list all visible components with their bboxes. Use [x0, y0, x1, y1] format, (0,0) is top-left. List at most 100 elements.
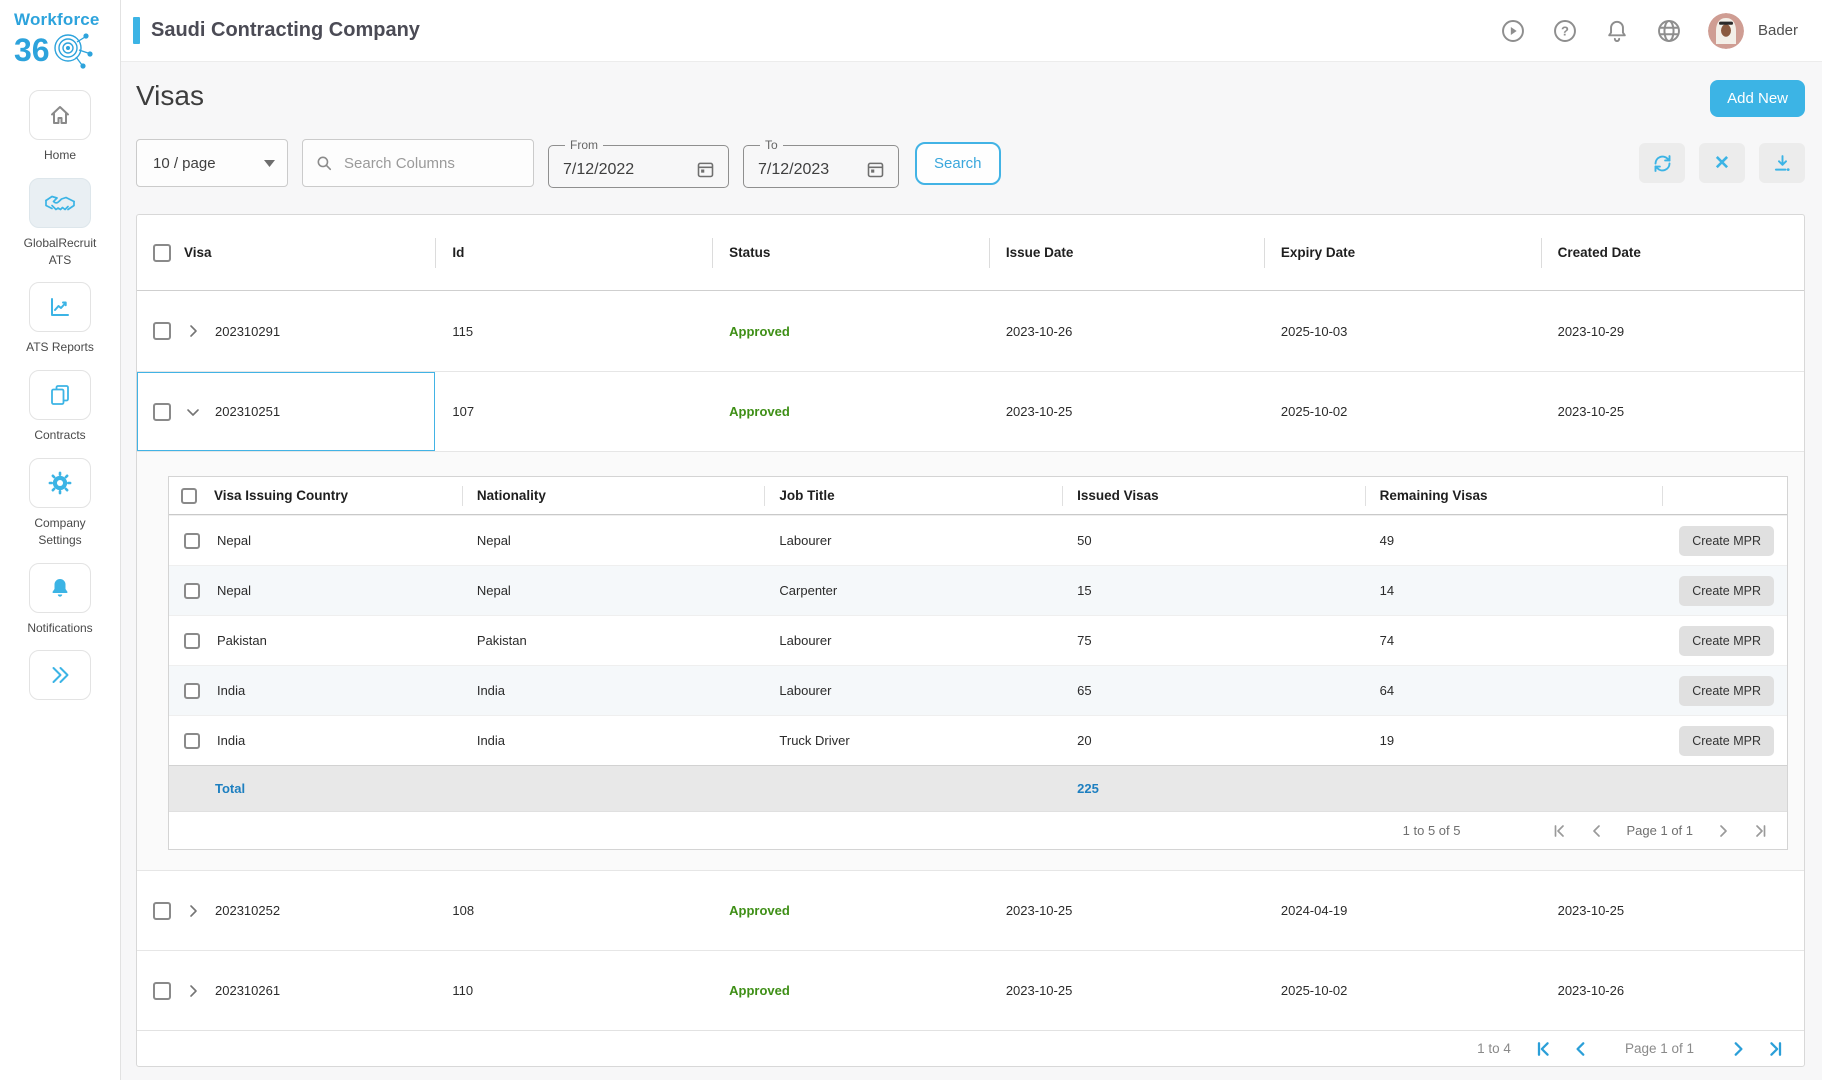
chevron-right-icon[interactable] — [184, 902, 202, 920]
visa-id: 107 — [435, 372, 712, 451]
first-page-icon[interactable] — [1535, 1041, 1551, 1057]
create-mpr-button[interactable]: Create MPR — [1679, 726, 1774, 756]
calendar-icon[interactable] — [865, 159, 886, 180]
subrow-checkbox[interactable] — [184, 633, 200, 649]
expiry-date: 2025-10-02 — [1264, 951, 1541, 1030]
table-row: 202310291 115 Approved 2023-10-26 2025-1… — [137, 291, 1804, 371]
row-checkbox[interactable] — [153, 403, 171, 421]
app-root: Workforce 36 — [0, 0, 1822, 1080]
created-date: 2023-10-29 — [1541, 291, 1804, 371]
subtable-row: Pakistan Pakistan Labourer 75 74 Create … — [169, 615, 1787, 665]
status-badge: Approved — [729, 404, 790, 419]
col-id: Id — [435, 215, 712, 290]
visa-number: 202310252 — [215, 903, 280, 918]
job-title: Carpenter — [764, 583, 1062, 598]
subrow-checkbox[interactable] — [184, 733, 200, 749]
documents-icon — [48, 383, 72, 407]
created-date: 2023-10-25 — [1541, 871, 1804, 950]
date-to-label: To — [760, 138, 783, 152]
calendar-icon[interactable] — [695, 159, 716, 180]
play-circle-icon[interactable] — [1500, 18, 1526, 44]
issuing-country: Nepal — [217, 533, 251, 548]
create-mpr-button[interactable]: Create MPR — [1679, 526, 1774, 556]
workforce360-logo[interactable]: Workforce 36 — [0, 0, 120, 76]
col-remaining-visas: Remaining Visas — [1365, 477, 1663, 514]
visa-details-subtable: Visa Issuing Country Nationality Job Tit… — [168, 476, 1788, 850]
date-to-value[interactable]: 7/12/2023 — [758, 161, 829, 179]
sidebar-item-home[interactable]: Home — [17, 90, 103, 164]
first-page-icon[interactable] — [1551, 823, 1567, 839]
select-all-checkbox[interactable] — [153, 244, 171, 262]
date-to-field[interactable]: To 7/12/2023 — [743, 138, 899, 188]
chevron-right-icon[interactable] — [184, 982, 202, 1000]
subtable-select-all-checkbox[interactable] — [181, 488, 197, 504]
row-checkbox[interactable] — [153, 322, 171, 340]
date-from-label: From — [565, 138, 603, 152]
prev-page-icon[interactable] — [1589, 823, 1605, 839]
clear-filters-button[interactable]: ✕ — [1699, 143, 1745, 183]
issued-visas: 20 — [1062, 733, 1365, 748]
issued-visas: 15 — [1062, 583, 1365, 598]
refresh-button[interactable] — [1639, 143, 1685, 183]
table-header-row: Visa Id Status Issue Date Expiry Date Cr… — [137, 215, 1804, 291]
sidebar-item-notifications[interactable]: Notifications — [17, 563, 103, 637]
sidebar: Workforce 36 — [0, 0, 121, 1080]
last-page-icon[interactable] — [1768, 1041, 1784, 1057]
subrow-checkbox[interactable] — [184, 533, 200, 549]
sidebar-item-globalrecruit-ats[interactable]: GlobalRecruit ATS — [17, 178, 103, 269]
create-mpr-button[interactable]: Create MPR — [1679, 676, 1774, 706]
col-job-title: Job Title — [764, 477, 1062, 514]
visa-number: 202310291 — [215, 324, 280, 339]
home-icon — [48, 103, 72, 127]
issued-visas: 50 — [1062, 533, 1365, 548]
status-badge: Approved — [729, 324, 790, 339]
page-size-select[interactable]: 10 / page — [136, 139, 288, 187]
sidebar-item-ats-reports[interactable]: ATS Reports — [17, 282, 103, 356]
help-icon[interactable]: ? — [1552, 18, 1578, 44]
expiry-date: 2024-04-19 — [1264, 871, 1541, 950]
add-new-button[interactable]: Add New — [1710, 80, 1805, 117]
sidebar-item-contracts[interactable]: Contracts — [17, 370, 103, 444]
user-avatar[interactable] — [1708, 13, 1744, 49]
row-checkbox[interactable] — [153, 982, 171, 1000]
download-icon — [1772, 153, 1793, 174]
create-mpr-button[interactable]: Create MPR — [1679, 576, 1774, 606]
chevron-down-icon[interactable] — [184, 403, 202, 421]
col-actions — [1662, 477, 1787, 514]
sidebar-item-company-settings[interactable]: Company Settings — [17, 458, 103, 549]
col-visa: Visa — [184, 245, 212, 260]
svg-text:?: ? — [1561, 23, 1569, 38]
subtable-row: Nepal Nepal Labourer 50 49 Create MPR — [169, 515, 1787, 565]
create-mpr-button[interactable]: Create MPR — [1679, 626, 1774, 656]
company-name: Saudi Contracting Company — [151, 19, 420, 42]
visa-id: 115 — [435, 291, 712, 371]
search-columns-box — [302, 139, 534, 187]
remaining-visas: 49 — [1365, 533, 1663, 548]
chevron-right-icon[interactable] — [184, 322, 202, 340]
subrow-checkbox[interactable] — [184, 683, 200, 699]
download-button[interactable] — [1759, 143, 1805, 183]
last-page-icon[interactable] — [1753, 823, 1769, 839]
notifications-bell-icon[interactable] — [1604, 18, 1630, 44]
nationality: India — [462, 733, 765, 748]
prev-page-icon[interactable] — [1573, 1041, 1589, 1057]
expiry-date: 2025-10-02 — [1264, 372, 1541, 451]
globe-icon[interactable] — [1656, 18, 1682, 44]
accent-bar — [133, 17, 140, 44]
issued-visas: 65 — [1062, 683, 1365, 698]
search-button[interactable]: Search — [915, 142, 1001, 185]
subtable-header-row: Visa Issuing Country Nationality Job Tit… — [169, 477, 1787, 515]
user-name: Bader — [1758, 22, 1798, 39]
date-from-field[interactable]: From 7/12/2022 — [548, 138, 729, 188]
subtable-row: Nepal Nepal Carpenter 15 14 Create MPR — [169, 565, 1787, 615]
date-from-value[interactable]: 7/12/2022 — [563, 161, 634, 179]
row-checkbox[interactable] — [153, 902, 171, 920]
next-page-icon[interactable] — [1715, 823, 1731, 839]
sidebar-expand-button[interactable] — [29, 650, 91, 700]
job-title: Labourer — [764, 633, 1062, 648]
total-label: Total — [169, 781, 462, 796]
search-columns-input[interactable] — [344, 155, 514, 172]
next-page-icon[interactable] — [1730, 1041, 1746, 1057]
subrow-checkbox[interactable] — [184, 583, 200, 599]
subtable-row: India India Labourer 65 64 Create MPR — [169, 665, 1787, 715]
